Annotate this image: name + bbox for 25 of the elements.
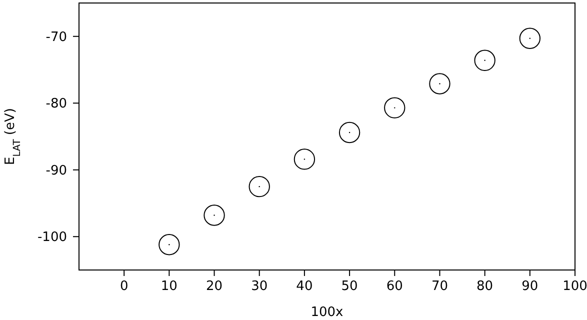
x-tick-label: 10 bbox=[160, 279, 178, 294]
y-tick-label: -70 bbox=[46, 30, 67, 45]
x-tick-label: 0 bbox=[120, 279, 128, 294]
x-tick-label: 80 bbox=[476, 279, 494, 294]
point bbox=[204, 204, 225, 226]
y-tick-label: -90 bbox=[46, 163, 67, 178]
x-tick-label: 90 bbox=[522, 279, 538, 294]
x-axis-title: 100x bbox=[310, 305, 344, 320]
point bbox=[338, 122, 360, 144]
x-tick-label: 40 bbox=[296, 279, 313, 294]
point bbox=[294, 148, 316, 170]
x-tick-label: 20 bbox=[206, 279, 223, 294]
x-tick-label: 60 bbox=[386, 279, 403, 294]
y-tick-label: -80 bbox=[46, 96, 67, 112]
point bbox=[384, 97, 406, 118]
x-tick-label: 70 bbox=[431, 279, 448, 294]
x-tick-label: 30 bbox=[251, 279, 268, 294]
point bbox=[248, 176, 270, 198]
point bbox=[429, 73, 450, 94]
point bbox=[519, 28, 540, 49]
x-tick-label: 50 bbox=[341, 279, 358, 294]
point bbox=[474, 50, 496, 71]
x-tick-label: 100 bbox=[562, 279, 587, 294]
y-tick-label: -100 bbox=[37, 230, 67, 246]
point bbox=[158, 234, 180, 256]
